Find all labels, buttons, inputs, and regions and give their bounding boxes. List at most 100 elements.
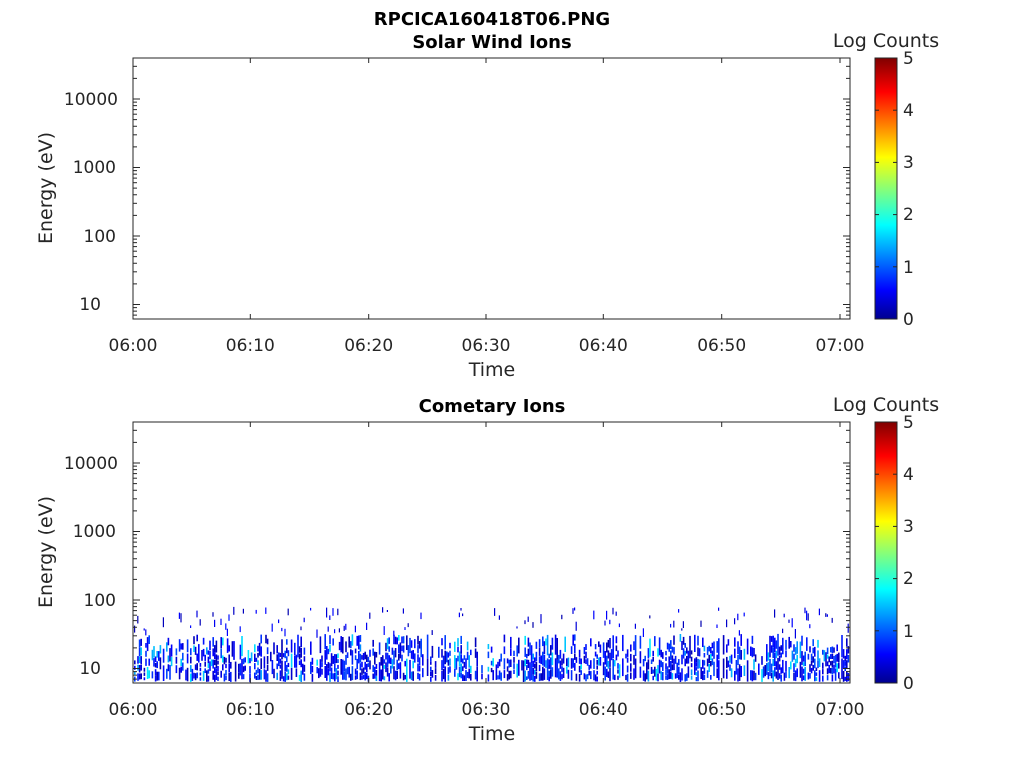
spectrogram-cell (209, 651, 211, 660)
spectrogram-speckle (498, 615, 500, 620)
spectrogram-cell (225, 657, 227, 663)
spectrogram-cell (193, 636, 195, 645)
spectrogram-cell (202, 637, 205, 645)
spectrogram-cell (286, 656, 288, 663)
spectrogram-cell (271, 660, 274, 675)
spectrogram-speckle (788, 619, 790, 623)
spectrogram-cell (594, 674, 597, 682)
spectrogram-cell (279, 670, 282, 677)
spectrogram-cell (593, 658, 595, 669)
spectrogram-cell (799, 661, 802, 678)
spectrogram-cell (343, 671, 346, 680)
spectrogram-cell (503, 658, 506, 670)
spectrogram-cell (258, 669, 261, 680)
spectrogram-cell (690, 669, 693, 676)
spectrogram-cell (526, 659, 528, 665)
spectrogram-cell (838, 662, 840, 669)
spectrogram-cell (481, 673, 483, 680)
spectrogram-cell (366, 672, 368, 680)
spectrogram-cell (842, 671, 845, 682)
spectrogram-speckle (809, 624, 811, 629)
spectrogram-cell (500, 672, 502, 681)
spectrogram-cell (814, 646, 816, 657)
spectrogram-cell (730, 654, 733, 664)
spectrogram-cell (361, 668, 363, 675)
spectrogram-cell (444, 650, 446, 665)
spectrogram-cell (762, 666, 765, 678)
spectrogram-cell (767, 672, 770, 680)
spectrogram-cell (346, 652, 349, 658)
spectrogram-cell (702, 637, 704, 647)
y-axis-label-cometary: Energy (eV) (35, 496, 57, 608)
spectrogram-cell (474, 637, 477, 648)
spectrogram-speckle (190, 625, 192, 628)
spectrogram-cell (847, 673, 850, 682)
spectrogram-cell (785, 660, 787, 672)
spectrogram-cell (466, 671, 469, 678)
spectrogram-cell (431, 670, 434, 678)
spectrogram-cell (490, 646, 493, 653)
spectrogram-cell (596, 676, 598, 682)
spectrogram-cell (612, 658, 614, 680)
spectrogram-cell (822, 675, 824, 682)
spectrogram-cell (410, 640, 413, 648)
spectrogram-cell (434, 675, 437, 681)
spectrogram-cell (647, 659, 650, 670)
spectrogram-cell (673, 647, 675, 655)
spectrogram-cell (766, 644, 768, 662)
spectrogram-cell (194, 646, 197, 655)
spectrogram-cell (790, 641, 792, 648)
spectrogram-cell (596, 670, 598, 675)
spectrogram-cell (490, 660, 493, 666)
spectrogram-cell (598, 657, 600, 666)
spectrogram-speckle (791, 618, 793, 628)
spectrogram-cell (682, 636, 685, 645)
y-tick-label: 1000 (73, 522, 116, 542)
spectrogram-speckle (329, 615, 331, 620)
spectrogram-speckle (226, 628, 228, 636)
spectrogram-cell (228, 672, 230, 681)
spectrogram-cell (794, 670, 797, 682)
spectrogram-cell (298, 653, 301, 660)
spectrogram-cell (298, 674, 301, 681)
spectrogram-cell (417, 672, 419, 679)
spectrogram-cell (441, 660, 443, 671)
spectrogram-cell (391, 659, 394, 669)
spectrogram-cell (414, 639, 416, 649)
spectrogram-speckle (540, 614, 542, 624)
spectrogram-cell (548, 665, 550, 669)
spectrogram-cell (372, 665, 374, 673)
spectrogram-cell (311, 665, 314, 673)
spectrogram-cell (418, 665, 421, 672)
spectrogram-cell (594, 651, 597, 657)
spectrogram-cell (239, 644, 242, 660)
spectrogram-cell (642, 659, 645, 667)
spectrogram-cell (617, 663, 619, 669)
spectrogram-cell (447, 659, 450, 666)
spectrogram-cell (769, 658, 771, 676)
spectrogram-cell (647, 670, 650, 682)
spectrogram-cell (586, 658, 589, 666)
spectrogram-cell (375, 664, 378, 669)
spectrogram-cell (778, 673, 781, 679)
spectrogram-cell (369, 649, 371, 657)
spectrogram-speckle (343, 625, 345, 631)
spectrogram-cell (542, 651, 544, 666)
y-tick-labels-cometary: 10 100 1000 10000 (64, 454, 118, 679)
spectrogram-cell (284, 671, 286, 682)
colorbar-solar-wind (874, 57, 898, 320)
spectrogram-cell (530, 645, 533, 664)
spectrogram-cell (790, 661, 792, 670)
spectrogram-cell (356, 658, 358, 670)
spectrogram-cell (276, 654, 278, 661)
spectrogram-cell (402, 636, 405, 644)
spectrogram-cell (468, 655, 470, 668)
spectrogram-cell (463, 661, 466, 668)
spectrogram-cell (412, 671, 414, 681)
spectrogram-cell (303, 664, 306, 672)
spectrogram-cell (585, 659, 587, 664)
spectrogram-cell (703, 667, 706, 674)
spectrogram-cell (351, 634, 354, 646)
spectrogram-speckle (220, 618, 222, 625)
spectrogram-speckle (199, 619, 201, 626)
